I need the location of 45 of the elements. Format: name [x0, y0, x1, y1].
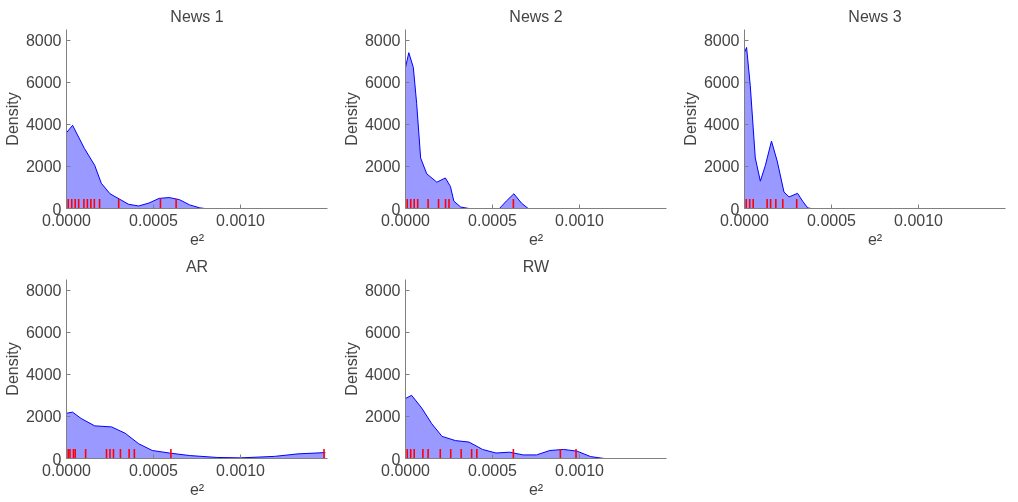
x-axis-title: e² — [189, 230, 205, 248]
x-tick-label: 0.0005 — [129, 211, 179, 229]
y-tick-label: 8000 — [25, 32, 62, 50]
x-tick-label: 0.0005 — [468, 211, 518, 229]
x-axis-title: e² — [528, 230, 544, 248]
chart-title: News 1 — [170, 7, 224, 25]
y-tick-label: 2000 — [25, 158, 62, 176]
chart-title: News 3 — [848, 7, 902, 25]
x-tick-label: 0.0010 — [555, 211, 605, 229]
y-tick-label: 4000 — [25, 366, 62, 384]
y-tick-label: 4000 — [25, 116, 62, 134]
x-tick-label: 0.0005 — [129, 461, 179, 479]
chart-title: AR — [185, 257, 209, 275]
y-tick-label: 6000 — [25, 74, 62, 92]
x-tick-label: 0.0010 — [894, 211, 944, 229]
y-tick-label: 4000 — [364, 366, 401, 384]
y-tick-label: 8000 — [364, 282, 401, 300]
y-axis-title: Density — [681, 92, 699, 146]
y-tick-label: 6000 — [364, 324, 401, 342]
y-tick-label: 6000 — [25, 324, 62, 342]
x-tick-label: 0.0005 — [468, 461, 518, 479]
y-tick-label: 2000 — [703, 158, 740, 176]
chart-title: RW — [522, 257, 551, 275]
y-tick-label: 8000 — [364, 32, 401, 50]
x-axis-title: e² — [189, 480, 205, 498]
x-axis-title: e² — [528, 480, 544, 498]
x-tick-label: 0.0010 — [216, 461, 266, 479]
y-tick-label: 4000 — [703, 116, 740, 134]
y-tick-label: 6000 — [703, 74, 740, 92]
y-axis-title: Density — [3, 92, 21, 146]
y-axis-title: Density — [342, 342, 360, 396]
y-tick-label: 4000 — [364, 116, 401, 134]
y-axis-title: Density — [342, 92, 360, 146]
y-tick-label: 2000 — [25, 408, 62, 426]
x-tick-label: 0.0010 — [555, 461, 605, 479]
y-tick-label: 8000 — [703, 32, 740, 50]
y-axis-title: Density — [3, 342, 21, 396]
y-tick-label: 6000 — [364, 74, 401, 92]
x-tick-label: 0.0010 — [216, 211, 266, 229]
x-tick-label: 0.0005 — [807, 211, 857, 229]
y-tick-label: 8000 — [25, 282, 62, 300]
y-tick-label: 2000 — [364, 408, 401, 426]
chart-title: News 2 — [509, 7, 563, 25]
x-axis-title: e² — [867, 230, 883, 248]
y-tick-label: 2000 — [364, 158, 401, 176]
